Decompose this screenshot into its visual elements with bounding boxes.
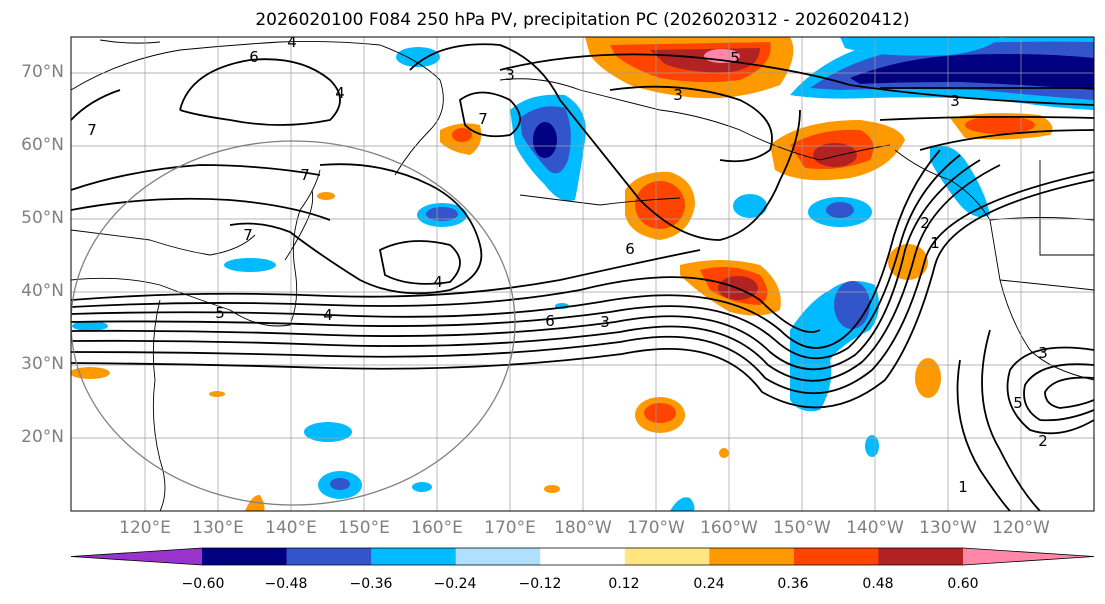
colorbar-tick-label: −0.24: [433, 576, 477, 592]
lon-label-180w: 180°W: [554, 518, 612, 538]
lat-label-60n: 60°N: [21, 135, 64, 155]
colorbar-tick-label: 0.60: [947, 576, 979, 592]
contour-label: 4: [335, 84, 345, 102]
colorbar: [70, 547, 1095, 566]
colorbar-extend-low: [71, 548, 202, 565]
contour-label: 4: [433, 273, 443, 291]
contour-label: 7: [243, 226, 253, 244]
pv-contours: [71, 43, 1094, 511]
contour-label: 7: [300, 166, 310, 184]
contour-label: 3: [673, 86, 683, 104]
colorbar-tick-label: 0.48: [862, 576, 894, 592]
lon-label-170w: 170°W: [627, 518, 685, 538]
colorbar-segment: [455, 548, 541, 565]
colorbar-segment: [286, 548, 372, 565]
colorbar-extend-high: [963, 548, 1094, 565]
colorbar-tick-label: 0.36: [777, 576, 809, 592]
contour-label: 6: [545, 312, 555, 330]
colorbar-segment: [624, 548, 710, 565]
contour-label: 2: [1038, 432, 1048, 450]
lon-label-130w: 130°W: [919, 518, 977, 538]
contour-label: 5: [215, 304, 225, 322]
lon-label-130e: 130°E: [192, 518, 244, 538]
colorbar-segment: [878, 548, 964, 565]
range-circle: [71, 140, 516, 506]
lat-label-20n: 20°N: [21, 427, 64, 447]
colorbar-segment: [371, 548, 457, 565]
colorbar-segment: [540, 548, 626, 565]
colorbar-tick-label: 0.24: [693, 576, 725, 592]
coastlines: [71, 39, 1094, 511]
contour-label: 2: [920, 214, 930, 232]
colorbar-segment: [202, 548, 288, 565]
colorbar-tick-label: −0.48: [264, 576, 308, 592]
lon-label-170e: 170°E: [484, 518, 536, 538]
colorbar-segment: [709, 548, 795, 565]
precip-negative-patches: [72, 37, 1094, 511]
lat-label-50n: 50°N: [21, 208, 64, 228]
colorbar-tick-label: −0.12: [518, 576, 562, 592]
lon-label-120w: 120°W: [992, 518, 1050, 538]
contour-label: 3: [505, 66, 515, 84]
lat-label-40n: 40°N: [21, 281, 64, 301]
contour-label: 7: [87, 121, 97, 139]
contour-label: 3: [950, 92, 960, 110]
lat-label-30n: 30°N: [21, 354, 64, 374]
colorbar-segment: [793, 548, 879, 565]
contour-label: 6: [625, 240, 635, 258]
contour-label: 4: [287, 33, 297, 51]
contour-label: 1: [930, 234, 940, 252]
lon-label-160e: 160°E: [411, 518, 463, 538]
lon-label-140e: 140°E: [265, 518, 317, 538]
colorbar-tick-label: −0.36: [349, 576, 393, 592]
lon-label-150w: 150°W: [773, 518, 831, 538]
colorbar-tick-label: 0.12: [608, 576, 640, 592]
map-frame: [70, 36, 1095, 512]
map-plot-area: 6 4 4 3 7 7 7 7 5 4 6 6 3 5 3 3 4 2 1 3 …: [71, 33, 1094, 511]
lat-label-70n: 70°N: [21, 62, 64, 82]
contour-label: 3: [600, 313, 610, 331]
contour-label: 4: [323, 306, 333, 324]
colorbar-tick-label: −0.60: [181, 576, 225, 592]
map-title: 2026020100 F084 250 hPa PV, precipitatio…: [255, 10, 910, 30]
contour-label: 1: [958, 478, 968, 496]
lon-label-120e: 120°E: [119, 518, 171, 538]
gridlines: [71, 37, 1094, 511]
contour-label: 7: [478, 110, 488, 128]
contour-label: 5: [730, 49, 740, 67]
contour-labels: 6 4 4 3 7 7 7 7 5 4 6 6 3 5 3 3 4 2 1 3 …: [87, 33, 1048, 496]
contour-label: 6: [249, 48, 259, 66]
colorbar-outline: [70, 547, 1095, 566]
lon-label-160w: 160°W: [700, 518, 758, 538]
contour-label: 5: [1013, 394, 1023, 412]
contour-label: 3: [1038, 344, 1048, 362]
lon-label-140w: 140°W: [846, 518, 904, 538]
lon-label-150e: 150°E: [338, 518, 390, 538]
